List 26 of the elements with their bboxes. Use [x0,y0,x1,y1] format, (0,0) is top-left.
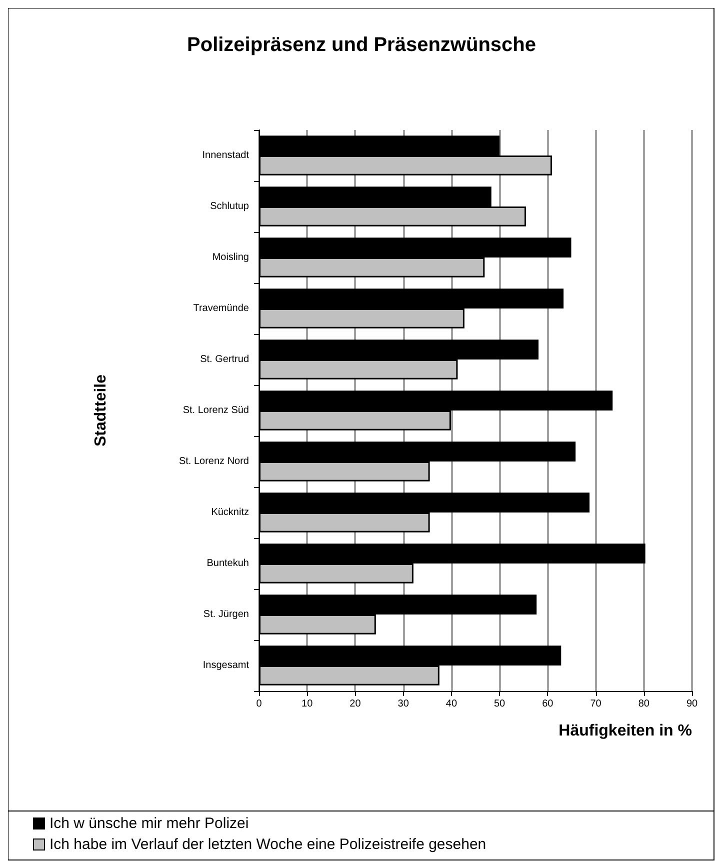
x-tick-label: 90 [686,698,698,710]
y-tick-label: St. Lorenz Süd [182,405,249,416]
legend-label: Ich habe im Verlauf der letzten Woche eine Polizeistreife gesehen [50,836,486,853]
x-tick-label: 80 [638,698,650,710]
x-tick-label: 40 [446,698,458,710]
y-tick-label: Travemünde [193,303,250,314]
x-axis-title: Häufigkeiten in % [558,722,692,740]
x-tick-label: 10 [302,698,314,710]
y-tick-label: Insgesamt [202,660,250,671]
x-tick-label: 50 [494,698,506,710]
legend-label: Ich w ünsche mir mehr Polizei [50,815,249,832]
y-tick-label: Buntekuh [206,558,249,569]
y-tick-label: Schlutup [210,201,250,212]
chart-title: Polizeipräsenz und Präsenzwünsche [187,34,536,56]
y-tick-label: St. Lorenz Nord [178,456,249,467]
y-axis-title: Stadtteile [92,374,110,447]
x-tick-label: 70 [590,698,602,710]
x-tick-label: 30 [398,698,410,710]
x-tick-label: 0 [256,698,262,710]
y-tick-label: St. Jürgen [203,609,249,620]
y-tick-label: Moisling [212,252,249,263]
y-tick-label: Innenstadt [202,150,250,161]
x-tick-label: 20 [350,698,362,710]
y-tick-label: Kücknitz [211,507,249,518]
y-tick-label: St. Gertrud [200,354,249,365]
x-tick-label: 60 [542,698,554,710]
